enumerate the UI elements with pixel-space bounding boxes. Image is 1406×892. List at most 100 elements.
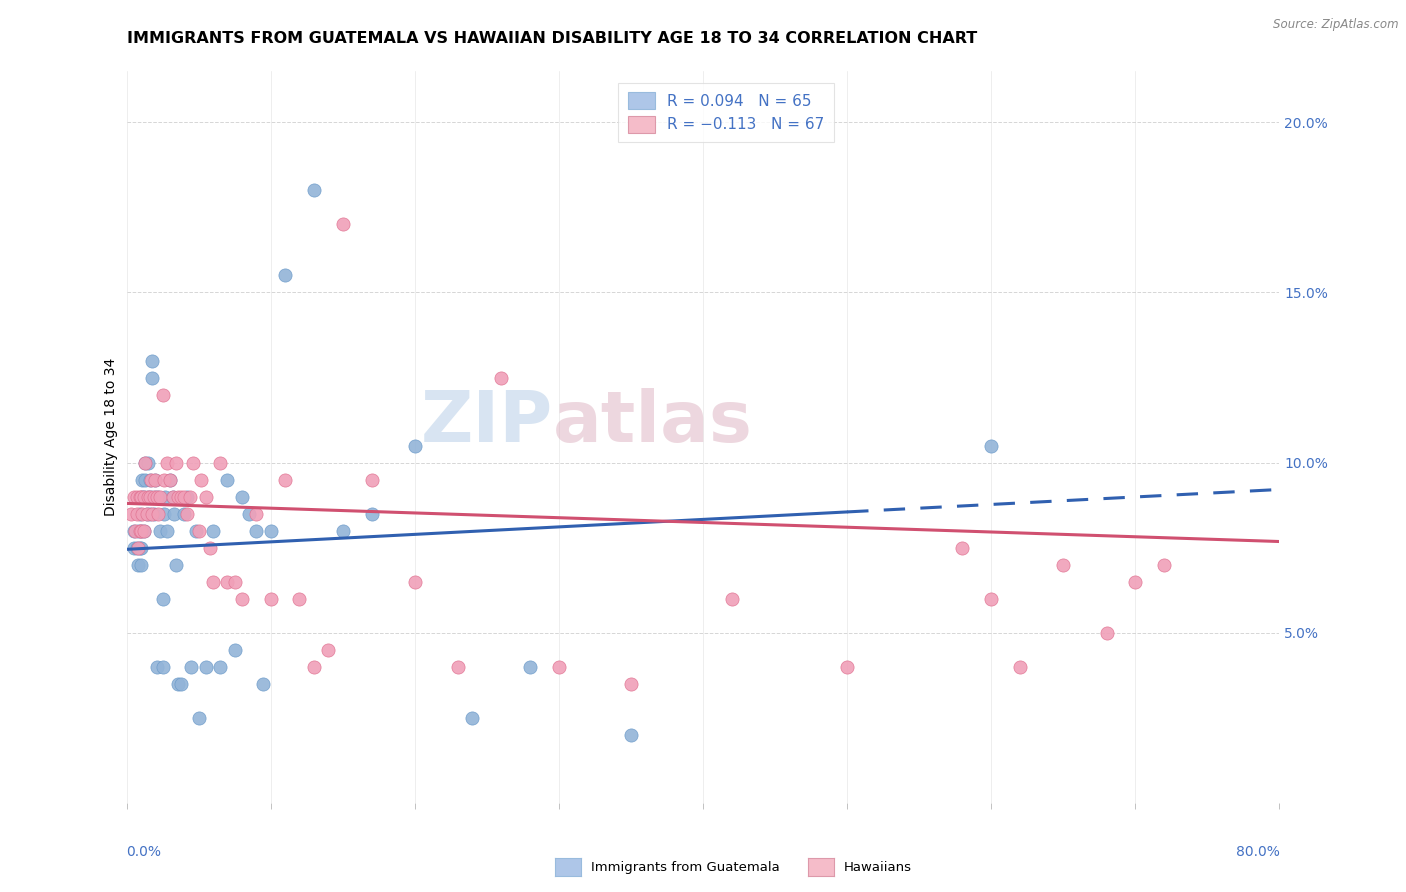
Point	[146, 490, 169, 504]
Point	[198, 541, 221, 555]
Point	[224, 574, 246, 589]
Point	[162, 490, 184, 504]
Point	[461, 711, 484, 725]
Point	[238, 507, 260, 521]
Point	[217, 574, 239, 589]
Y-axis label: Disability Age 18 to 34: Disability Age 18 to 34	[104, 358, 118, 516]
Text: 0.0%: 0.0%	[127, 845, 162, 859]
Text: Hawaiians: Hawaiians	[844, 861, 911, 873]
Point	[145, 490, 166, 504]
Point	[136, 456, 159, 470]
Point	[135, 507, 157, 521]
Point	[163, 507, 186, 521]
Point	[167, 490, 190, 504]
Point	[318, 642, 340, 657]
Point	[184, 524, 207, 538]
Point	[1095, 625, 1118, 640]
Point	[120, 507, 142, 521]
Point	[259, 591, 281, 606]
Point	[134, 473, 156, 487]
Point	[202, 574, 225, 589]
Point	[187, 524, 209, 538]
Point	[209, 659, 232, 673]
Point	[620, 677, 643, 691]
Point	[194, 659, 217, 673]
Point	[720, 591, 742, 606]
Point	[274, 473, 297, 487]
Point	[173, 507, 195, 521]
Point	[159, 473, 181, 487]
Point	[122, 541, 145, 555]
Point	[128, 541, 150, 555]
Point	[128, 507, 150, 521]
Point	[122, 490, 145, 504]
Point	[141, 353, 163, 368]
Point	[149, 524, 172, 538]
Point	[132, 524, 155, 538]
Point	[302, 183, 325, 197]
Point	[128, 490, 150, 504]
Point	[152, 659, 174, 673]
Point	[835, 659, 858, 673]
Point	[136, 490, 159, 504]
Point	[404, 439, 426, 453]
Point	[153, 507, 176, 521]
Point	[181, 456, 204, 470]
Point	[360, 473, 382, 487]
Point	[153, 473, 176, 487]
Point	[127, 541, 149, 555]
Point	[145, 473, 166, 487]
Text: Source: ZipAtlas.com: Source: ZipAtlas.com	[1274, 18, 1399, 31]
Point	[302, 659, 325, 673]
Point	[131, 490, 153, 504]
Point	[1153, 558, 1175, 572]
Point	[162, 490, 184, 504]
Point	[142, 507, 165, 521]
Point	[134, 456, 156, 470]
Point	[491, 370, 513, 384]
Point	[170, 677, 193, 691]
Point	[148, 490, 170, 504]
Point	[259, 524, 281, 538]
Point	[132, 524, 155, 538]
Point	[332, 218, 354, 232]
Point	[132, 490, 155, 504]
Point	[156, 524, 179, 538]
Point	[122, 524, 145, 538]
Point	[125, 490, 148, 504]
Point	[141, 370, 163, 384]
Point	[165, 558, 187, 572]
Point	[131, 507, 153, 521]
Point	[152, 591, 174, 606]
Point	[332, 524, 354, 538]
Point	[135, 507, 157, 521]
Point	[548, 659, 571, 673]
Point	[170, 490, 193, 504]
Point	[1010, 659, 1032, 673]
Point	[129, 524, 152, 538]
Point	[1125, 574, 1147, 589]
Text: 80.0%: 80.0%	[1236, 845, 1279, 859]
Point	[129, 524, 152, 538]
Point	[245, 524, 267, 538]
Point	[165, 456, 187, 470]
Point	[360, 507, 382, 521]
Point	[146, 659, 169, 673]
Point	[274, 268, 297, 283]
Point	[128, 524, 150, 538]
Text: ZIP: ZIP	[420, 388, 553, 457]
Point	[155, 490, 177, 504]
Point	[180, 659, 202, 673]
Point	[404, 574, 426, 589]
Point	[187, 711, 209, 725]
Point	[129, 558, 152, 572]
Point	[139, 490, 162, 504]
Point	[125, 541, 148, 555]
Point	[139, 473, 162, 487]
Point	[231, 490, 253, 504]
Point	[950, 541, 973, 555]
Point	[138, 490, 160, 504]
Point	[209, 456, 232, 470]
Point	[127, 524, 149, 538]
Point	[620, 728, 643, 742]
